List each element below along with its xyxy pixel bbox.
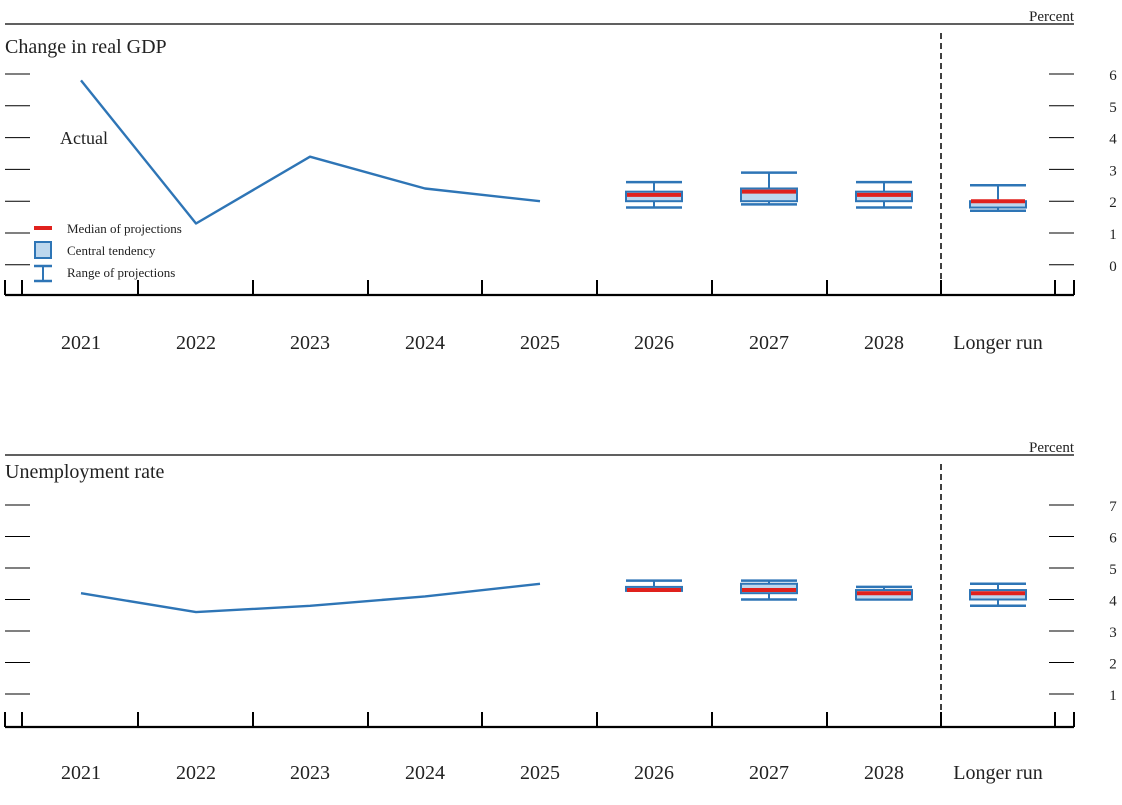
y-tick-label: 3 bbox=[1109, 163, 1117, 179]
unemployment-panel: Percent Unemployment rate 1 2 3 4 5 6 7 2021 2022 2… bbox=[4, 440, 1117, 784]
y-tick-label: 1 bbox=[1109, 688, 1117, 704]
panel-title: Change in real GDP bbox=[5, 36, 167, 58]
x-tick-label: Longer run bbox=[953, 332, 1042, 354]
x-tick-label: 2027 bbox=[749, 762, 789, 784]
x-tick-label: 2021 bbox=[61, 762, 101, 784]
y-tick-label: 1 bbox=[1109, 227, 1117, 243]
unit-label: Percent bbox=[1029, 9, 1075, 25]
x-tick-label: 2021 bbox=[61, 332, 101, 354]
projection-2027 bbox=[740, 171, 798, 206]
x-tick-label: 2023 bbox=[290, 332, 330, 354]
x-tick-label: 2026 bbox=[634, 762, 674, 784]
x-tick-label: 2028 bbox=[864, 332, 904, 354]
x-tick-label: 2025 bbox=[520, 332, 560, 354]
x-tick-label: 2024 bbox=[405, 762, 445, 784]
x-tick-label: 2025 bbox=[520, 762, 560, 784]
projection-longer-run bbox=[969, 582, 1027, 608]
y-tick-label: 5 bbox=[1109, 100, 1117, 116]
x-tick-label: Longer run bbox=[953, 762, 1042, 784]
y-tick-label: 6 bbox=[1109, 531, 1117, 547]
x-tick-label: 2027 bbox=[749, 332, 789, 354]
actual-series-line bbox=[80, 79, 541, 225]
projection-2026 bbox=[625, 579, 683, 593]
projection-2027 bbox=[740, 579, 798, 601]
legend-central-swatch bbox=[34, 241, 52, 259]
y-tick-label: 6 bbox=[1109, 68, 1117, 84]
y-tick-label: 4 bbox=[1109, 132, 1117, 148]
projection-2026 bbox=[625, 180, 683, 209]
y-tick-label: 2 bbox=[1109, 657, 1117, 673]
x-tick-label: 2023 bbox=[290, 762, 330, 784]
legend-central-label: Central tendency bbox=[67, 243, 156, 258]
y-tick-label: 3 bbox=[1109, 625, 1117, 641]
panel-title: Unemployment rate bbox=[5, 461, 165, 483]
legend-range-label: Range of projections bbox=[67, 265, 175, 280]
y-tick-label: 0 bbox=[1109, 259, 1117, 275]
y-tick-label: 7 bbox=[1109, 499, 1117, 515]
x-tick-label: 2024 bbox=[405, 332, 445, 354]
actual-series-line bbox=[80, 582, 541, 614]
y-tick-label: 5 bbox=[1109, 562, 1117, 578]
legend-median-label: Median of projections bbox=[67, 221, 182, 236]
legend: Median of projections Central tendency Ran… bbox=[34, 221, 182, 283]
actual-series-label: Actual bbox=[60, 128, 108, 148]
x-tick-label: 2026 bbox=[634, 332, 674, 354]
projection-2028 bbox=[855, 180, 913, 209]
y-tick-label: 2 bbox=[1109, 195, 1117, 211]
y-tick-label: 4 bbox=[1109, 594, 1117, 610]
gdp-panel: Percent Change in real GDP 0 1 2 3 4 5 6 2021 2022… bbox=[4, 9, 1117, 354]
x-tick-label: 2022 bbox=[176, 762, 216, 784]
projection-2028 bbox=[855, 585, 913, 601]
x-tick-label: 2028 bbox=[864, 762, 904, 784]
unit-label: Percent bbox=[1029, 440, 1075, 456]
projection-longer-run bbox=[969, 184, 1027, 212]
x-tick-label: 2022 bbox=[176, 332, 216, 354]
